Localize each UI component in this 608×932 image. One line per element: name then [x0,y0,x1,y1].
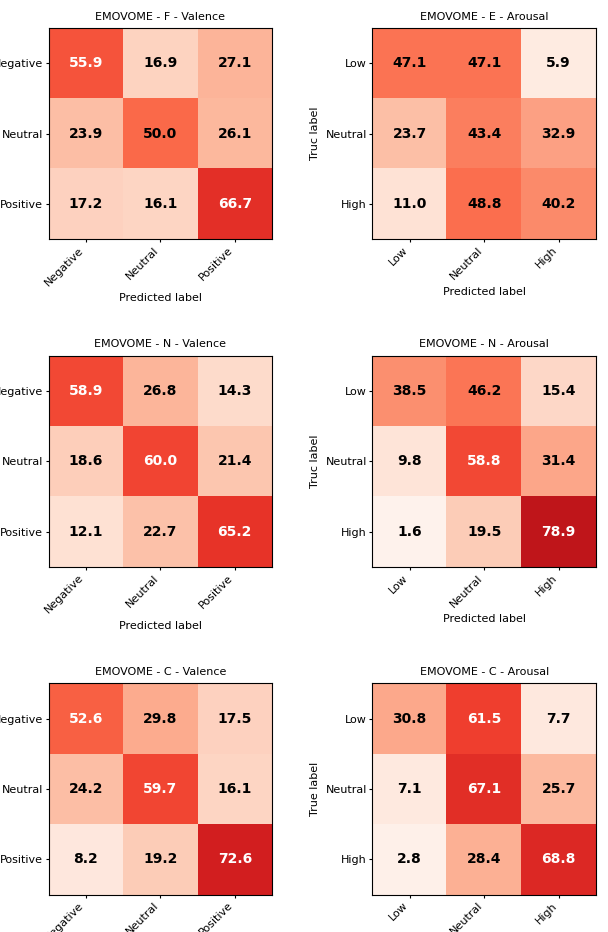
Text: 58.9: 58.9 [69,384,103,398]
X-axis label: Predicted label: Predicted label [443,287,526,296]
Text: 21.4: 21.4 [218,454,252,469]
Text: 78.9: 78.9 [542,525,576,539]
Text: 65.2: 65.2 [218,525,252,539]
Text: 2.8: 2.8 [398,853,422,867]
Text: 50.0: 50.0 [143,127,178,141]
Text: 9.8: 9.8 [398,454,422,469]
Y-axis label: Truc label: Truc label [310,107,320,160]
Text: 25.7: 25.7 [542,782,576,796]
Text: 26.1: 26.1 [218,127,252,141]
Title: EMOVOME - N - Valence: EMOVOME - N - Valence [94,339,226,350]
Text: 17.2: 17.2 [69,198,103,212]
Text: 29.8: 29.8 [143,711,178,725]
Text: 30.8: 30.8 [393,711,427,725]
Text: 18.6: 18.6 [69,454,103,469]
Text: 23.9: 23.9 [69,127,103,141]
Text: 66.7: 66.7 [218,198,252,212]
Text: 27.1: 27.1 [218,56,252,70]
X-axis label: Predicted label: Predicted label [119,293,202,303]
Text: 26.8: 26.8 [143,384,178,398]
Text: 43.4: 43.4 [467,127,502,141]
Text: 5.9: 5.9 [547,56,571,70]
Title: EMOVOME - N - Arousal: EMOVOME - N - Arousal [420,339,549,350]
Text: 16.9: 16.9 [143,56,178,70]
Text: 55.9: 55.9 [69,56,103,70]
X-axis label: Predicted label: Predicted label [443,614,526,624]
Text: 72.6: 72.6 [218,853,252,867]
Text: 7.1: 7.1 [398,782,422,796]
X-axis label: Predicted label: Predicted label [119,621,202,631]
Text: 60.0: 60.0 [143,454,178,469]
Title: EMOVOME - F - Valence: EMOVOME - F - Valence [95,11,226,21]
Text: 19.2: 19.2 [143,853,178,867]
Text: 22.7: 22.7 [143,525,178,539]
Title: EMOVOME - E - Arousal: EMOVOME - E - Arousal [420,11,548,21]
Title: EMOVOME - C - Valence: EMOVOME - C - Valence [95,667,226,677]
Text: 8.2: 8.2 [74,853,98,867]
Text: 31.4: 31.4 [542,454,576,469]
Text: 40.2: 40.2 [542,198,576,212]
Text: 15.4: 15.4 [541,384,576,398]
Text: 17.5: 17.5 [218,711,252,725]
Title: EMOVOME - C - Arousal: EMOVOME - C - Arousal [420,667,549,677]
Y-axis label: True label: True label [310,761,320,816]
Text: 7.7: 7.7 [547,711,571,725]
Text: 48.8: 48.8 [467,198,502,212]
Text: 47.1: 47.1 [393,56,427,70]
Text: 12.1: 12.1 [69,525,103,539]
Text: 14.3: 14.3 [218,384,252,398]
Text: 16.1: 16.1 [218,782,252,796]
Text: 16.1: 16.1 [143,198,178,212]
Text: 32.9: 32.9 [542,127,576,141]
Text: 1.6: 1.6 [398,525,422,539]
Text: 23.7: 23.7 [393,127,427,141]
Text: 68.8: 68.8 [542,853,576,867]
Text: 28.4: 28.4 [467,853,502,867]
Text: 59.7: 59.7 [143,782,178,796]
Text: 58.8: 58.8 [467,454,502,469]
Y-axis label: Truc label: Truc label [310,434,320,488]
Text: 61.5: 61.5 [467,711,502,725]
Text: 38.5: 38.5 [393,384,427,398]
Text: 11.0: 11.0 [393,198,427,212]
Text: 46.2: 46.2 [467,384,502,398]
Text: 24.2: 24.2 [69,782,103,796]
Text: 47.1: 47.1 [467,56,502,70]
Text: 19.5: 19.5 [467,525,502,539]
Text: 52.6: 52.6 [69,711,103,725]
Text: 67.1: 67.1 [467,782,501,796]
